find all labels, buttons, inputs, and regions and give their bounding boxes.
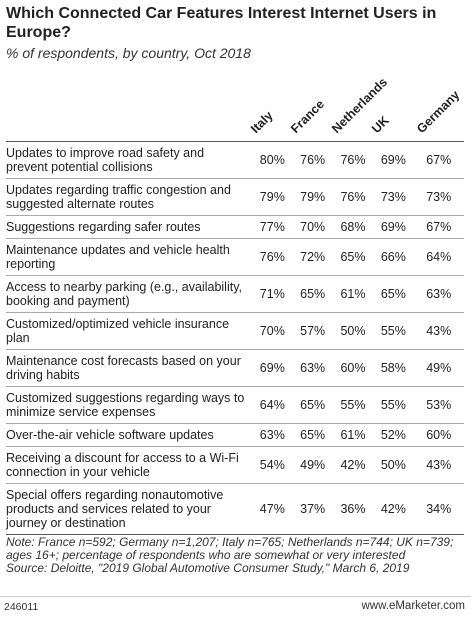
row-label: Over-the-air vehicle software updates [6,423,253,447]
title: Which Connected Car Features Interest In… [6,5,437,41]
row: Maintenance updates and vehicle health r… [6,238,464,276]
row: Updates regarding traffic congestion and… [6,178,464,216]
cell: 76% [332,178,374,216]
cell: 42% [373,483,414,535]
cell: 67% [413,215,464,239]
cell: 76% [252,238,293,276]
table: Updates to improve road safety and preve… [6,141,464,535]
cell: 67% [413,141,464,179]
row-label: Customized suggestions regarding ways to… [6,386,253,424]
cell: 63% [252,423,293,447]
cell: 53% [413,386,464,424]
cell: 37% [292,483,333,535]
cell: 55% [373,312,414,350]
cell: 69% [373,215,414,239]
row-label: Suggestions regarding safer routes [6,215,253,239]
cell: 43% [413,446,464,484]
column-header: Italy [248,108,276,136]
cell: 54% [252,446,293,484]
cell: 65% [292,275,333,313]
cell: 47% [252,483,293,535]
site: www.eMarketer.com [361,600,465,612]
cell: 55% [373,386,414,424]
row-label: Updates regarding traffic congestion and… [6,178,253,216]
column-headers: Italy France Netherlands UK Germany [0,75,471,140]
row-label: Maintenance cost forecasts based on your… [6,349,253,387]
row-label: Special offers regarding nonautomotive p… [6,483,253,535]
cell: 64% [252,386,293,424]
row-label: Maintenance updates and vehicle health r… [6,238,253,276]
row: Customized/optimized vehicle insurance p… [6,312,464,350]
row-label: Access to nearby parking (e.g., availabi… [6,275,253,313]
cell: 71% [252,275,293,313]
column-header: Germany [414,87,463,136]
row: Over-the-air vehicle software updates 63%… [6,423,464,447]
cell: 34% [413,483,464,535]
row: Customized suggestions regarding ways to… [6,386,464,424]
cell: 69% [252,349,293,387]
row: Updates to improve road safety and preve… [6,141,464,179]
cell: 61% [332,275,374,313]
cell: 65% [373,275,414,313]
cell: 42% [332,446,374,484]
row-label: Customized/optimized vehicle insurance p… [6,312,253,350]
row: Special offers regarding nonautomotive p… [6,483,464,535]
cell: 63% [292,349,333,387]
cell: 55% [332,386,374,424]
cell: 49% [413,349,464,387]
column-header: UK [369,113,392,136]
cell: 73% [373,178,414,216]
footer-bar: 246011 www.eMarketer.com [0,596,471,617]
cell: 76% [332,141,374,179]
row: Maintenance cost forecasts based on your… [6,349,464,387]
cell: 58% [373,349,414,387]
cell: 36% [332,483,374,535]
cell: 64% [413,238,464,276]
cell: 77% [252,215,293,239]
source: Source: Deloitte, "2019 Global Automotiv… [6,561,410,575]
cell: 65% [292,386,333,424]
cell: 60% [413,423,464,447]
cell: 50% [373,446,414,484]
cell: 57% [292,312,333,350]
cell: 69% [373,141,414,179]
cell: 49% [292,446,333,484]
cell: 72% [292,238,333,276]
cell: 80% [252,141,293,179]
subtitle: % of respondents, by country, Oct 2018 [6,45,251,61]
cell: 43% [413,312,464,350]
footnote: Note: France n=592; Germany n=1,207; Ita… [6,536,464,575]
cell: 76% [292,141,333,179]
cell: 70% [252,312,293,350]
row: Receiving a discount for access to a Wi-… [6,446,464,484]
cell: 70% [292,215,333,239]
cell: 66% [373,238,414,276]
row-label: Receiving a discount for access to a Wi-… [6,446,253,484]
cell: 65% [332,238,374,276]
row: Access to nearby parking (e.g., availabi… [6,275,464,313]
cell: 61% [332,423,374,447]
cell: 65% [292,423,333,447]
cell: 68% [332,215,374,239]
cell: 63% [413,275,464,313]
row-label: Updates to improve road safety and preve… [6,141,253,179]
cell: 50% [332,312,374,350]
column-header: France [288,97,327,136]
chart-id: 246011 [4,601,39,613]
cell: 79% [252,178,293,216]
note: Note: France n=592; Germany n=1,207; Ita… [6,535,454,562]
cell: 52% [373,423,414,447]
cell: 79% [292,178,333,216]
cell: 73% [413,178,464,216]
row: Suggestions regarding safer routes 77% 70%… [6,215,464,239]
cell: 60% [332,349,374,387]
